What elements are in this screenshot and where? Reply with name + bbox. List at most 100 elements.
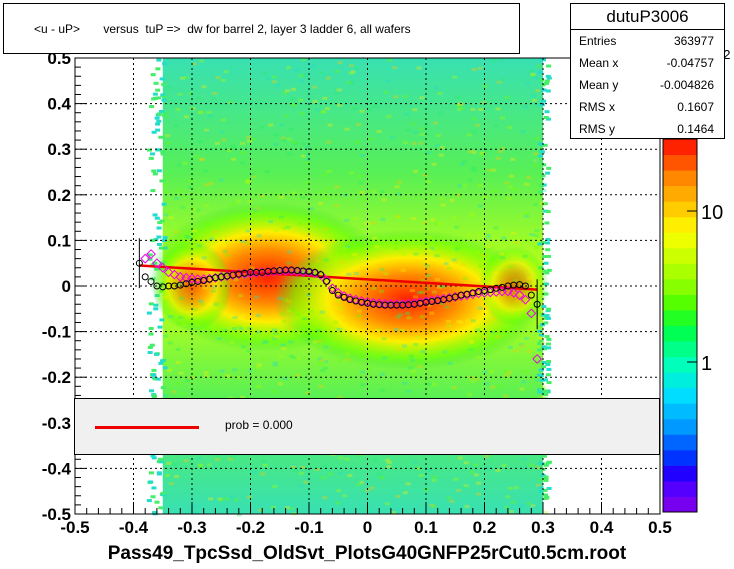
density-speckle bbox=[475, 356, 481, 360]
density-cell bbox=[542, 493, 548, 497]
density-speckle bbox=[499, 252, 505, 256]
density-speckle bbox=[501, 236, 507, 240]
density-cell bbox=[544, 221, 550, 225]
x-tick-label: -0.5 bbox=[60, 518, 89, 537]
density-speckle bbox=[230, 455, 236, 459]
density-speckle bbox=[468, 150, 474, 154]
density-speckle bbox=[296, 331, 302, 335]
density-speckle bbox=[532, 202, 538, 206]
density-cell bbox=[538, 339, 544, 343]
density-cell bbox=[545, 171, 551, 175]
density-speckle bbox=[455, 489, 461, 493]
density-speckle bbox=[485, 244, 491, 248]
density-speckle bbox=[513, 241, 519, 245]
density-cell bbox=[546, 381, 552, 385]
density-speckle bbox=[240, 345, 246, 349]
density-speckle bbox=[220, 118, 226, 122]
density-speckle bbox=[174, 196, 180, 200]
density-speckle bbox=[429, 504, 435, 508]
density-speckle bbox=[365, 367, 371, 371]
density-speckle bbox=[255, 313, 261, 317]
density-speckle bbox=[387, 302, 393, 306]
density-speckle bbox=[354, 140, 360, 144]
density-cell bbox=[546, 367, 552, 371]
density-speckle bbox=[320, 358, 326, 362]
density-speckle bbox=[295, 373, 301, 377]
density-speckle bbox=[436, 285, 442, 289]
density-speckle bbox=[476, 492, 482, 496]
density-cell bbox=[151, 368, 157, 372]
density-speckle bbox=[193, 155, 199, 159]
density-speckle bbox=[460, 262, 466, 266]
density-speckle bbox=[537, 360, 543, 364]
density-speckle bbox=[288, 128, 294, 132]
density-speckle bbox=[508, 510, 514, 514]
density-speckle bbox=[312, 85, 318, 89]
density-speckle bbox=[305, 391, 311, 395]
density-speckle bbox=[162, 334, 168, 338]
density-speckle bbox=[168, 315, 174, 319]
density-speckle bbox=[424, 264, 430, 268]
density-speckle bbox=[385, 458, 391, 462]
density-cell bbox=[544, 495, 550, 499]
density-speckle bbox=[379, 388, 385, 392]
density-speckle bbox=[326, 169, 332, 173]
density-speckle bbox=[463, 484, 469, 488]
density-speckle bbox=[251, 470, 257, 474]
density-speckle bbox=[297, 222, 303, 226]
density-speckle bbox=[210, 289, 216, 293]
density-speckle bbox=[481, 101, 487, 105]
density-speckle bbox=[370, 190, 376, 194]
density-speckle bbox=[346, 80, 352, 84]
density-cell bbox=[545, 89, 551, 93]
density-speckle bbox=[402, 94, 408, 98]
density-speckle bbox=[244, 178, 250, 182]
density-speckle bbox=[492, 189, 498, 193]
density-speckle bbox=[393, 246, 399, 250]
density-cell bbox=[157, 221, 163, 225]
density-speckle bbox=[481, 253, 487, 257]
density-speckle bbox=[478, 108, 484, 112]
density-cell bbox=[153, 238, 159, 242]
density-cell bbox=[541, 99, 547, 103]
density-speckle bbox=[255, 330, 261, 334]
y-tick-label: 0.3 bbox=[47, 140, 71, 159]
density-speckle bbox=[166, 86, 172, 90]
palette-cell bbox=[663, 309, 697, 326]
stats-label: RMS x bbox=[579, 100, 615, 114]
density-speckle bbox=[434, 254, 440, 258]
density-speckle bbox=[533, 234, 539, 238]
density-speckle bbox=[192, 511, 198, 515]
density-speckle bbox=[385, 79, 391, 83]
density-speckle bbox=[427, 235, 433, 239]
density-speckle bbox=[526, 501, 532, 505]
density-speckle bbox=[435, 134, 441, 138]
density-cell bbox=[160, 359, 166, 363]
density-speckle bbox=[453, 225, 459, 229]
profile-black-point bbox=[527, 291, 535, 299]
density-speckle bbox=[411, 142, 417, 146]
density-speckle bbox=[286, 309, 292, 313]
density-speckle bbox=[471, 150, 477, 154]
density-speckle bbox=[467, 393, 473, 397]
x-tick-label: 0.1 bbox=[414, 518, 438, 537]
plot-title-text: <u - uP> versus tuP => dw for barrel 2, … bbox=[34, 21, 411, 36]
density-speckle bbox=[357, 174, 363, 178]
density-speckle bbox=[426, 248, 432, 252]
density-cell bbox=[150, 189, 156, 193]
density-speckle bbox=[477, 184, 483, 188]
density-speckle bbox=[379, 476, 385, 480]
density-speckle bbox=[521, 380, 527, 384]
profile-magenta-point bbox=[403, 298, 414, 309]
palette-cell bbox=[663, 465, 697, 482]
stats-value: 363977 bbox=[673, 34, 714, 48]
density-speckle bbox=[335, 299, 341, 303]
stats-value: -0.04757 bbox=[666, 56, 714, 70]
density-speckle bbox=[346, 272, 352, 276]
density-speckle bbox=[462, 160, 468, 164]
density-cell bbox=[543, 389, 549, 393]
density-cell bbox=[153, 81, 159, 85]
density-speckle bbox=[259, 357, 265, 361]
density-speckle bbox=[432, 475, 438, 479]
density-speckle bbox=[245, 316, 251, 320]
